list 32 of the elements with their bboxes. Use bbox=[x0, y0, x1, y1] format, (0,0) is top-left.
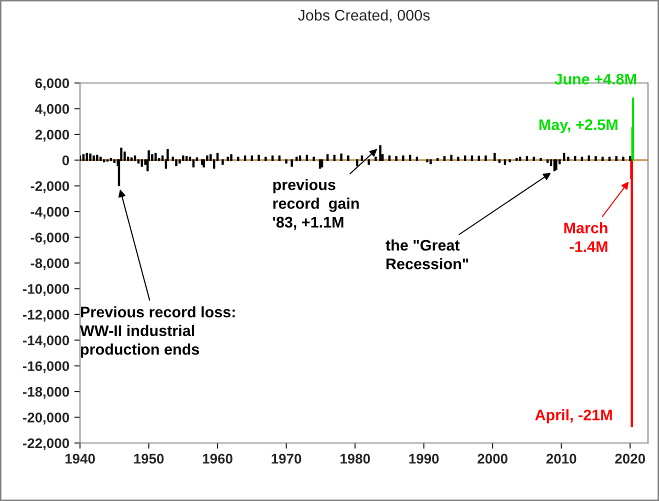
x-tick-label: 1970 bbox=[272, 454, 302, 464]
y-tick-label: 6,000 bbox=[35, 78, 70, 90]
y-tick-label: -18,000 bbox=[23, 386, 70, 399]
y-tick-label: -10,000 bbox=[23, 284, 70, 296]
x-tick-label: 2020 bbox=[615, 454, 645, 464]
x-tick-label: 2000 bbox=[478, 454, 508, 464]
x-tick-label: 1940 bbox=[65, 454, 95, 464]
x-tick-label: 1990 bbox=[409, 454, 439, 464]
annotation: Previous record loss: WW-II industrial production ends bbox=[80, 306, 235, 358]
annotation: May, +2.5M bbox=[539, 119, 618, 134]
annotation: June +4.8M bbox=[554, 74, 636, 85]
y-tick-label: -22,000 bbox=[23, 438, 70, 450]
y-tick-label: 4,000 bbox=[35, 104, 70, 116]
y-tick-label: -4,000 bbox=[30, 206, 70, 219]
annotation: the "Great Recession" bbox=[386, 239, 468, 270]
x-tick-label: 1960 bbox=[202, 454, 232, 464]
x-tick-label: 2010 bbox=[546, 454, 576, 464]
x-tick-label: 1980 bbox=[340, 454, 370, 464]
y-tick-label: -14,000 bbox=[23, 335, 70, 348]
y-tick-label: 0 bbox=[62, 155, 70, 166]
y-tick-label: 2,000 bbox=[35, 130, 70, 142]
y-tick-label: -8,000 bbox=[30, 258, 70, 270]
chart-title: Jobs Created, 000s bbox=[298, 9, 430, 22]
y-tick-label: -12,000 bbox=[23, 310, 70, 322]
annotation: April, -21M bbox=[535, 409, 612, 424]
x-tick-label: 1950 bbox=[134, 454, 164, 464]
annotation: March -1.4M bbox=[564, 222, 608, 252]
annotation: previous record gain '83, +1.1M bbox=[273, 179, 359, 230]
y-tick-label: -6,000 bbox=[30, 232, 70, 244]
y-tick-label: -20,000 bbox=[23, 412, 70, 424]
y-tick-label: -16,000 bbox=[23, 361, 70, 374]
y-tick-label: -2,000 bbox=[30, 181, 70, 194]
